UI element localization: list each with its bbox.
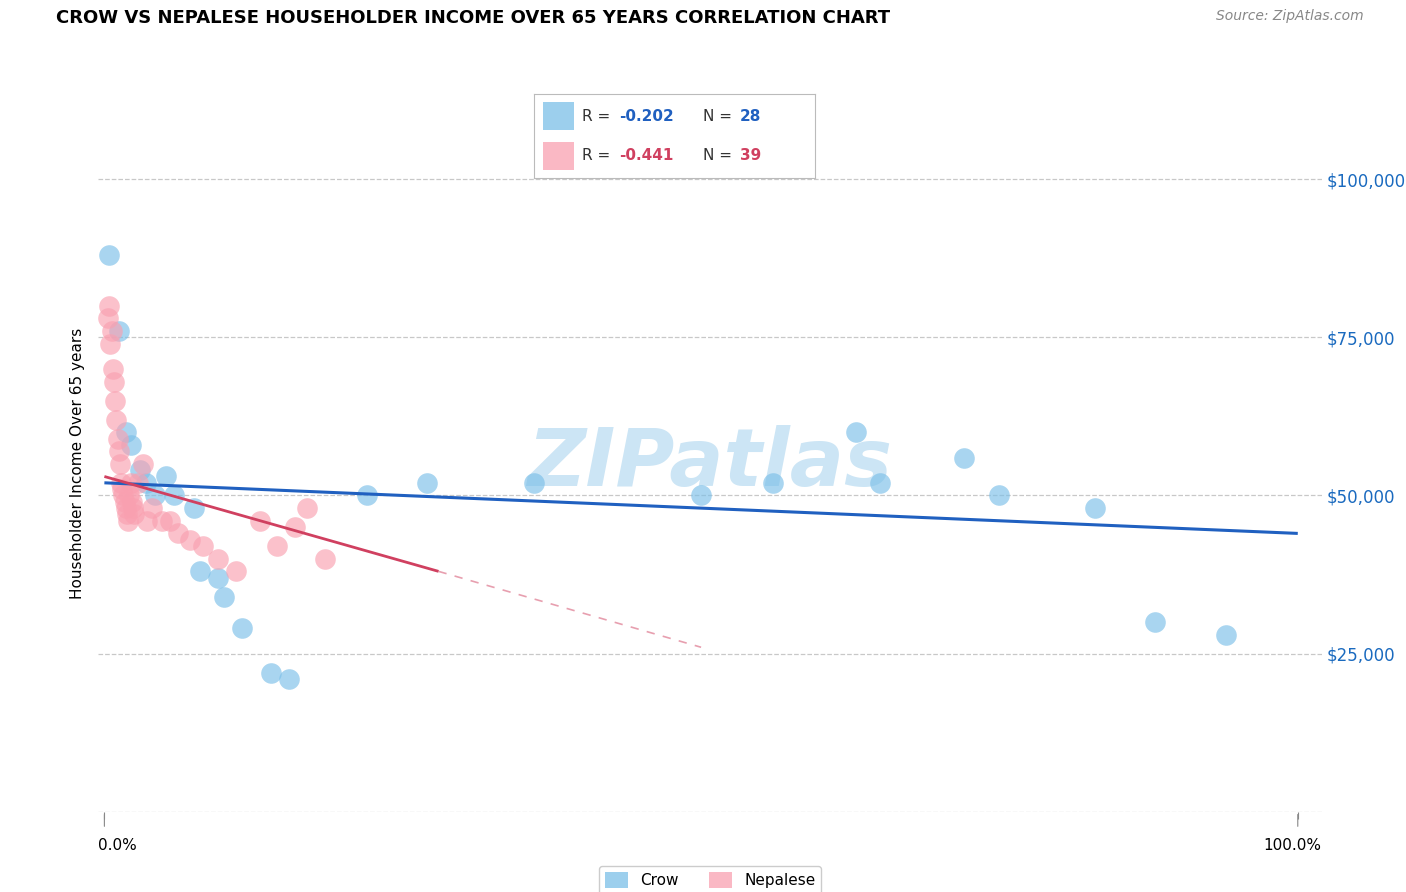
Point — [284, 520, 307, 534]
Point — [112, 488, 135, 502]
Point — [107, 432, 129, 446]
Point — [159, 514, 181, 528]
Point — [111, 482, 134, 496]
Point — [523, 475, 546, 490]
Point — [135, 475, 157, 490]
Point — [101, 362, 124, 376]
Point — [314, 551, 336, 566]
Bar — [543, 103, 574, 130]
Bar — [543, 142, 574, 169]
Text: 100.0%: 100.0% — [1264, 838, 1322, 854]
Text: R =: R = — [582, 148, 616, 163]
Point — [193, 539, 215, 553]
Point — [690, 488, 713, 502]
Point — [1143, 615, 1166, 629]
Point — [869, 475, 891, 490]
Point — [104, 393, 127, 408]
Y-axis label: Householder Income Over 65 years: Householder Income Over 65 years — [70, 328, 86, 599]
Point — [278, 672, 301, 686]
Point — [183, 501, 205, 516]
Point — [845, 425, 868, 440]
Point — [98, 299, 121, 313]
Point — [266, 539, 288, 553]
Point — [107, 444, 129, 458]
Point — [114, 495, 136, 509]
Point — [231, 621, 253, 635]
Point — [225, 565, 247, 579]
Point — [143, 488, 166, 502]
Point — [115, 508, 138, 522]
Text: ZIPatlas: ZIPatlas — [527, 425, 893, 503]
Point — [260, 665, 283, 680]
Point — [167, 526, 190, 541]
Text: R =: R = — [582, 109, 616, 124]
Point — [97, 311, 120, 326]
Point — [98, 248, 121, 262]
Text: -0.441: -0.441 — [619, 148, 673, 163]
Point — [121, 495, 143, 509]
Point — [120, 438, 142, 452]
Point — [249, 514, 271, 528]
Point — [129, 463, 152, 477]
Point — [952, 450, 974, 465]
Point — [105, 412, 128, 426]
Point — [162, 488, 184, 502]
Text: 39: 39 — [740, 148, 761, 163]
Point — [122, 508, 145, 522]
Point — [762, 475, 785, 490]
Text: N =: N = — [703, 148, 737, 163]
Point — [98, 336, 121, 351]
Text: CROW VS NEPALESE HOUSEHOLDER INCOME OVER 65 YEARS CORRELATION CHART: CROW VS NEPALESE HOUSEHOLDER INCOME OVER… — [56, 9, 890, 27]
Point — [108, 457, 131, 471]
Point — [103, 375, 125, 389]
Point — [122, 501, 145, 516]
Point — [207, 571, 229, 585]
Point — [127, 475, 149, 490]
Point — [212, 590, 235, 604]
Point — [988, 488, 1011, 502]
Point — [1215, 627, 1237, 641]
Point — [117, 514, 139, 528]
Point — [136, 514, 159, 528]
Text: N =: N = — [703, 109, 737, 124]
Point — [118, 488, 141, 502]
Text: 0.0%: 0.0% — [98, 838, 138, 854]
Point — [115, 425, 138, 440]
Point — [297, 501, 319, 516]
Point — [150, 514, 173, 528]
Point — [100, 324, 122, 338]
Point — [110, 475, 132, 490]
Text: Source: ZipAtlas.com: Source: ZipAtlas.com — [1216, 9, 1364, 23]
Point — [415, 475, 437, 490]
Point — [179, 533, 201, 547]
Point — [107, 324, 129, 338]
Point — [207, 551, 229, 566]
Text: 28: 28 — [740, 109, 761, 124]
Point — [1084, 501, 1107, 516]
Point — [356, 488, 378, 502]
Point — [188, 565, 211, 579]
Legend: Crow, Nepalese: Crow, Nepalese — [599, 866, 821, 892]
Point — [155, 469, 177, 483]
Point — [141, 501, 163, 516]
Point — [120, 475, 142, 490]
Point — [115, 501, 138, 516]
Point — [131, 457, 153, 471]
Text: -0.202: -0.202 — [619, 109, 673, 124]
